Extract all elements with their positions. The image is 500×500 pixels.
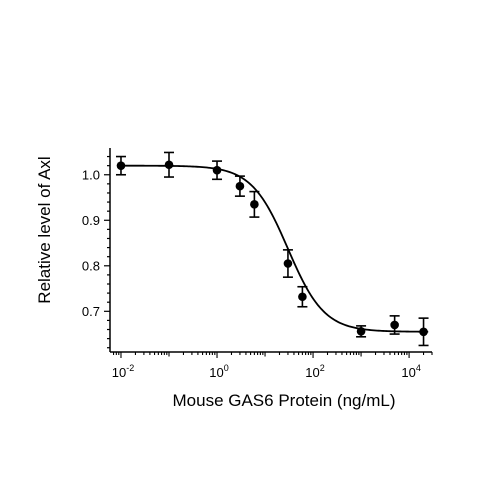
data-point [282, 249, 293, 278]
data-point [418, 317, 429, 347]
x-tick-label: 104 [401, 363, 420, 380]
y-tick-label: 0.9 [82, 213, 100, 228]
data-marker [164, 160, 174, 170]
data-marker [212, 165, 222, 175]
x-tick-label: 102 [305, 363, 324, 380]
data-marker [419, 327, 428, 337]
fit-curve [118, 164, 429, 333]
x-tick-label: 100 [209, 363, 228, 380]
data-point [389, 315, 400, 335]
data-point [297, 285, 308, 308]
data-points [115, 151, 429, 347]
axes: 0.7 0.8 0.9 1.0 10-2 100 102 104 [82, 148, 433, 380]
data-point [356, 325, 367, 338]
x-axis-title: Mouse GAS6 Protein (ng/mL) [173, 391, 396, 410]
y-tick-label: 1.0 [82, 167, 100, 182]
data-marker [235, 181, 245, 191]
data-marker [116, 161, 126, 170]
data-point [164, 151, 175, 178]
data-marker [390, 320, 399, 330]
data-point [212, 160, 223, 181]
fit-curve-group [118, 164, 429, 333]
data-marker [356, 327, 366, 336]
y-tick-label: 0.8 [82, 258, 100, 273]
data-point [234, 175, 245, 197]
data-marker [283, 259, 293, 268]
data-marker [298, 292, 307, 302]
x-tick-label: 10-2 [112, 363, 134, 380]
data-point [115, 155, 126, 176]
data-marker [250, 200, 259, 209]
y-axis-title: Relative level of Axl [35, 156, 54, 303]
data-point [249, 190, 260, 218]
y-tick-label: 0.7 [82, 304, 100, 319]
